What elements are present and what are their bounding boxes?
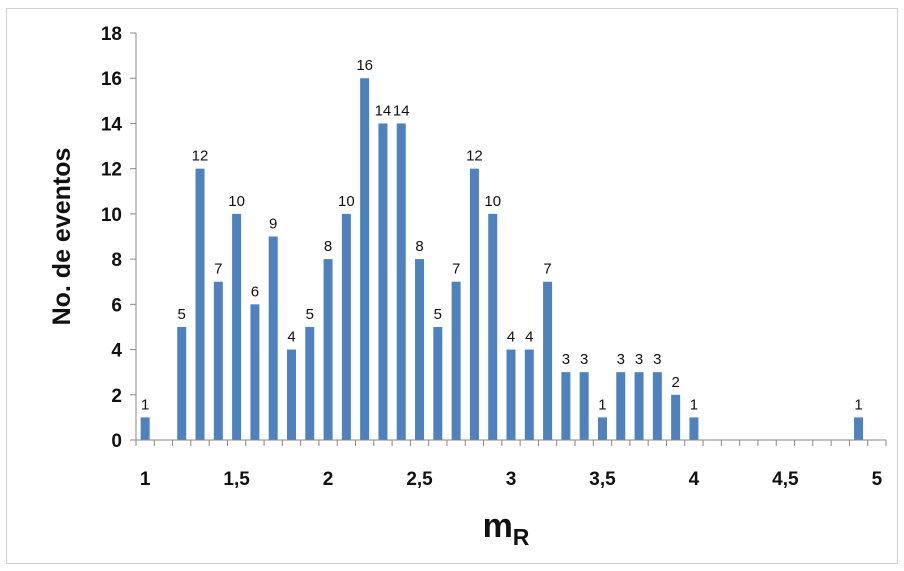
data-label: 3: [653, 351, 661, 368]
data-label: 3: [635, 351, 643, 368]
data-label: 14: [375, 102, 392, 119]
data-label: 10: [338, 193, 355, 210]
data-label: 1: [854, 396, 862, 413]
data-label: 1: [690, 396, 698, 413]
y-tick-label: 4: [111, 341, 122, 362]
bar: [286, 349, 296, 440]
bar: [195, 168, 205, 440]
y-tick-label: 8: [111, 250, 122, 271]
x-tick-label: 4: [689, 469, 700, 490]
data-label: 4: [525, 329, 533, 346]
x-tick-label: 5: [872, 469, 883, 490]
bar: [671, 394, 681, 440]
data-label: 3: [617, 351, 625, 368]
bar: [177, 326, 187, 440]
x-axis-label: mR: [483, 507, 530, 550]
data-label: 3: [580, 351, 588, 368]
y-tick-label: 0: [111, 431, 122, 452]
bar: [433, 326, 443, 440]
bar: [524, 349, 534, 440]
x-axis-ticks: 1 1,5 2 2,5 3 3,5 4 4,5 5: [135, 440, 887, 490]
bar: [341, 213, 351, 440]
bar: [652, 372, 662, 440]
bar: [543, 281, 553, 440]
bar: [232, 213, 242, 440]
bar: [360, 78, 370, 440]
data-label: 7: [214, 261, 222, 278]
bar: [488, 213, 498, 440]
data-label: 12: [192, 148, 209, 165]
data-label: 4: [507, 329, 515, 346]
bar: [597, 417, 607, 440]
bar: [250, 304, 260, 440]
data-label: 7: [452, 261, 460, 278]
y-tick-label: 16: [101, 69, 122, 90]
x-axis-label-main: m: [483, 507, 513, 545]
bar: [579, 372, 589, 440]
data-label: 3: [562, 351, 570, 368]
x-axis-label-sub: R: [513, 524, 530, 550]
bar: [213, 281, 223, 440]
x-tick-label: 4,5: [772, 469, 799, 490]
data-label: 9: [269, 216, 277, 233]
data-label: 4: [287, 329, 295, 346]
bar: [140, 417, 150, 440]
x-tick-label: 1,5: [223, 469, 250, 490]
x-tick-label: 1: [140, 469, 151, 490]
bar: [854, 417, 864, 440]
data-label: 1: [141, 396, 149, 413]
bars: [140, 78, 864, 440]
bar: [323, 259, 333, 440]
y-tick-label: 14: [101, 114, 123, 135]
data-label: 8: [415, 238, 423, 255]
y-tick-label: 18: [101, 24, 122, 45]
x-tick-label: 3,5: [589, 469, 616, 490]
bar: [415, 259, 425, 440]
data-label: 12: [466, 148, 483, 165]
bar: [616, 372, 626, 440]
x-tick-label: 3: [506, 469, 517, 490]
bar: [268, 236, 278, 440]
data-label: 14: [393, 102, 410, 119]
bar: [305, 326, 315, 440]
bar: [469, 168, 479, 440]
data-label: 16: [356, 57, 373, 74]
bar: [689, 417, 699, 440]
data-label: 5: [178, 306, 186, 323]
bar: [634, 372, 644, 440]
y-tick-label: 6: [111, 295, 122, 316]
bar: [561, 372, 571, 440]
bar: [378, 123, 388, 440]
data-label: 7: [543, 261, 551, 278]
data-label: 1: [598, 396, 606, 413]
data-label: 5: [434, 306, 442, 323]
bar: [451, 281, 461, 440]
x-tick-label: 2: [323, 469, 334, 490]
bar: [396, 123, 406, 440]
y-axis-ticks: 0 2 4 6 8 10 12 14 16 18: [101, 24, 136, 452]
data-label: 2: [671, 374, 679, 391]
data-label: 10: [484, 193, 501, 210]
data-label: 6: [251, 283, 259, 300]
data-label: 5: [306, 306, 314, 323]
y-tick-label: 2: [111, 386, 122, 407]
data-label: 10: [228, 193, 245, 210]
y-axis-label: No. de eventos: [48, 148, 76, 326]
y-tick-label: 12: [101, 160, 122, 181]
data-label: 8: [324, 238, 332, 255]
x-tick-label: 2,5: [406, 469, 433, 490]
y-tick-label: 10: [101, 205, 122, 226]
bar: [506, 349, 516, 440]
